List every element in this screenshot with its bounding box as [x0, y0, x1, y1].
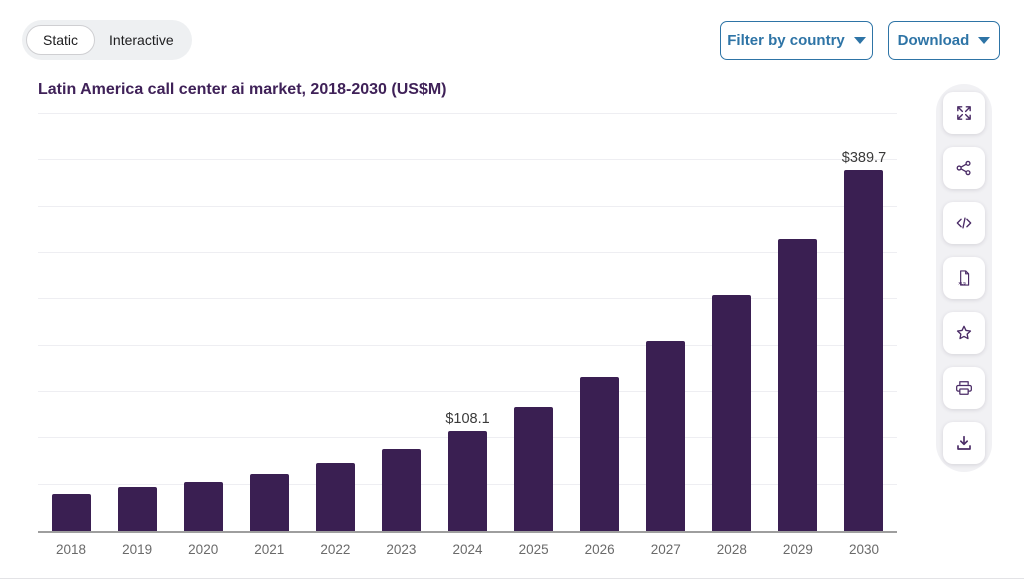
x-tick-label: 2027 [650, 542, 681, 557]
static-interactive-toggle: Static Interactive [22, 20, 192, 60]
x-tick-label: 2029 [782, 542, 813, 557]
code-icon [954, 213, 974, 233]
bar-slot [104, 114, 170, 531]
bar-2021 [249, 474, 289, 531]
x-tick-label: 2022 [320, 542, 351, 557]
gridline [38, 205, 897, 207]
bar-2020 [183, 482, 223, 531]
x-tick-label: 2019 [122, 542, 153, 557]
download-label: Download [897, 32, 970, 49]
bar-slot [368, 114, 434, 531]
plot-area: $108.1 $389.7 [38, 113, 897, 531]
embed-code-button[interactable] [943, 202, 985, 244]
chart-title: Latin America call center ai market, 201… [38, 81, 447, 98]
gridline [38, 159, 897, 161]
bar-slot [302, 114, 368, 531]
bar-value-label: $389.7 [841, 149, 887, 166]
bar-slot [236, 114, 302, 531]
toggle-interactive[interactable]: Interactive [95, 26, 188, 54]
x-tick-label: 2021 [254, 542, 285, 557]
bar-slot [765, 114, 831, 531]
bar-2018 [51, 493, 91, 531]
bar-slot [633, 114, 699, 531]
x-tick-label: 2018 [56, 542, 87, 557]
side-toolbar: XLS [936, 84, 992, 472]
bar-slot: $108.1 [434, 114, 500, 531]
x-axis-labels: 2018 2019 2020 2021 2022 2023 2024 2025 2026 2027… [38, 542, 897, 557]
bar-slot [567, 114, 633, 531]
x-tick-label: 2020 [188, 542, 219, 557]
bar-2022 [315, 463, 355, 531]
bar-slot [38, 114, 104, 531]
bar-slot [699, 114, 765, 531]
filter-by-country-label: Filter by country [727, 32, 845, 49]
x-tick-label: 2030 [848, 542, 879, 557]
x-tick-label: 2023 [386, 542, 417, 557]
chevron-down-icon [978, 37, 991, 44]
print-button[interactable] [943, 367, 985, 409]
toggle-static[interactable]: Static [26, 25, 96, 55]
chevron-down-icon [853, 37, 866, 44]
filter-by-country-button[interactable]: Filter by country [720, 21, 873, 60]
x-tick-label: 2025 [518, 542, 549, 557]
gridline [38, 298, 897, 300]
printer-icon [954, 378, 974, 398]
bar-2023 [381, 449, 421, 531]
x-tick-label: 2026 [584, 542, 615, 557]
svg-text:XLS: XLS [958, 281, 966, 285]
bar-2028 [712, 295, 752, 531]
bottom-divider [0, 578, 1024, 579]
bar-2026 [580, 377, 620, 531]
xls-export-button[interactable]: XLS [943, 257, 985, 299]
gridline [38, 391, 897, 393]
bar-2025 [514, 406, 554, 531]
download-button[interactable]: Download [888, 21, 1000, 60]
expand-icon [954, 103, 974, 123]
gridline [38, 344, 897, 346]
share-icon [954, 158, 974, 178]
bar-chart: $108.1 $389.7 2018 2019 2020 2021 2022 2023 202… [38, 113, 897, 557]
bar-2027 [646, 340, 686, 531]
x-axis-line [38, 531, 897, 533]
bar-2029 [778, 239, 818, 531]
x-tick-label: 2024 [452, 542, 483, 557]
bars-container: $108.1 $389.7 [38, 114, 897, 531]
star-icon [954, 323, 974, 343]
gridline [38, 252, 897, 254]
download-image-button[interactable] [943, 422, 985, 464]
bar-slot: $389.7 [831, 114, 897, 531]
share-button[interactable] [943, 147, 985, 189]
bar-value-label: $108.1 [445, 410, 490, 427]
xls-file-icon: XLS [954, 268, 974, 288]
expand-button[interactable] [943, 92, 985, 134]
bar-2019 [117, 486, 157, 531]
bar-slot [170, 114, 236, 531]
bar-slot [501, 114, 567, 531]
gridline [38, 113, 897, 114]
x-tick-label: 2028 [716, 542, 747, 557]
favorite-button[interactable] [943, 312, 985, 354]
bar-2030: $389.7 [842, 150, 886, 531]
download-icon [954, 433, 974, 453]
bar-2024: $108.1 [445, 411, 490, 531]
